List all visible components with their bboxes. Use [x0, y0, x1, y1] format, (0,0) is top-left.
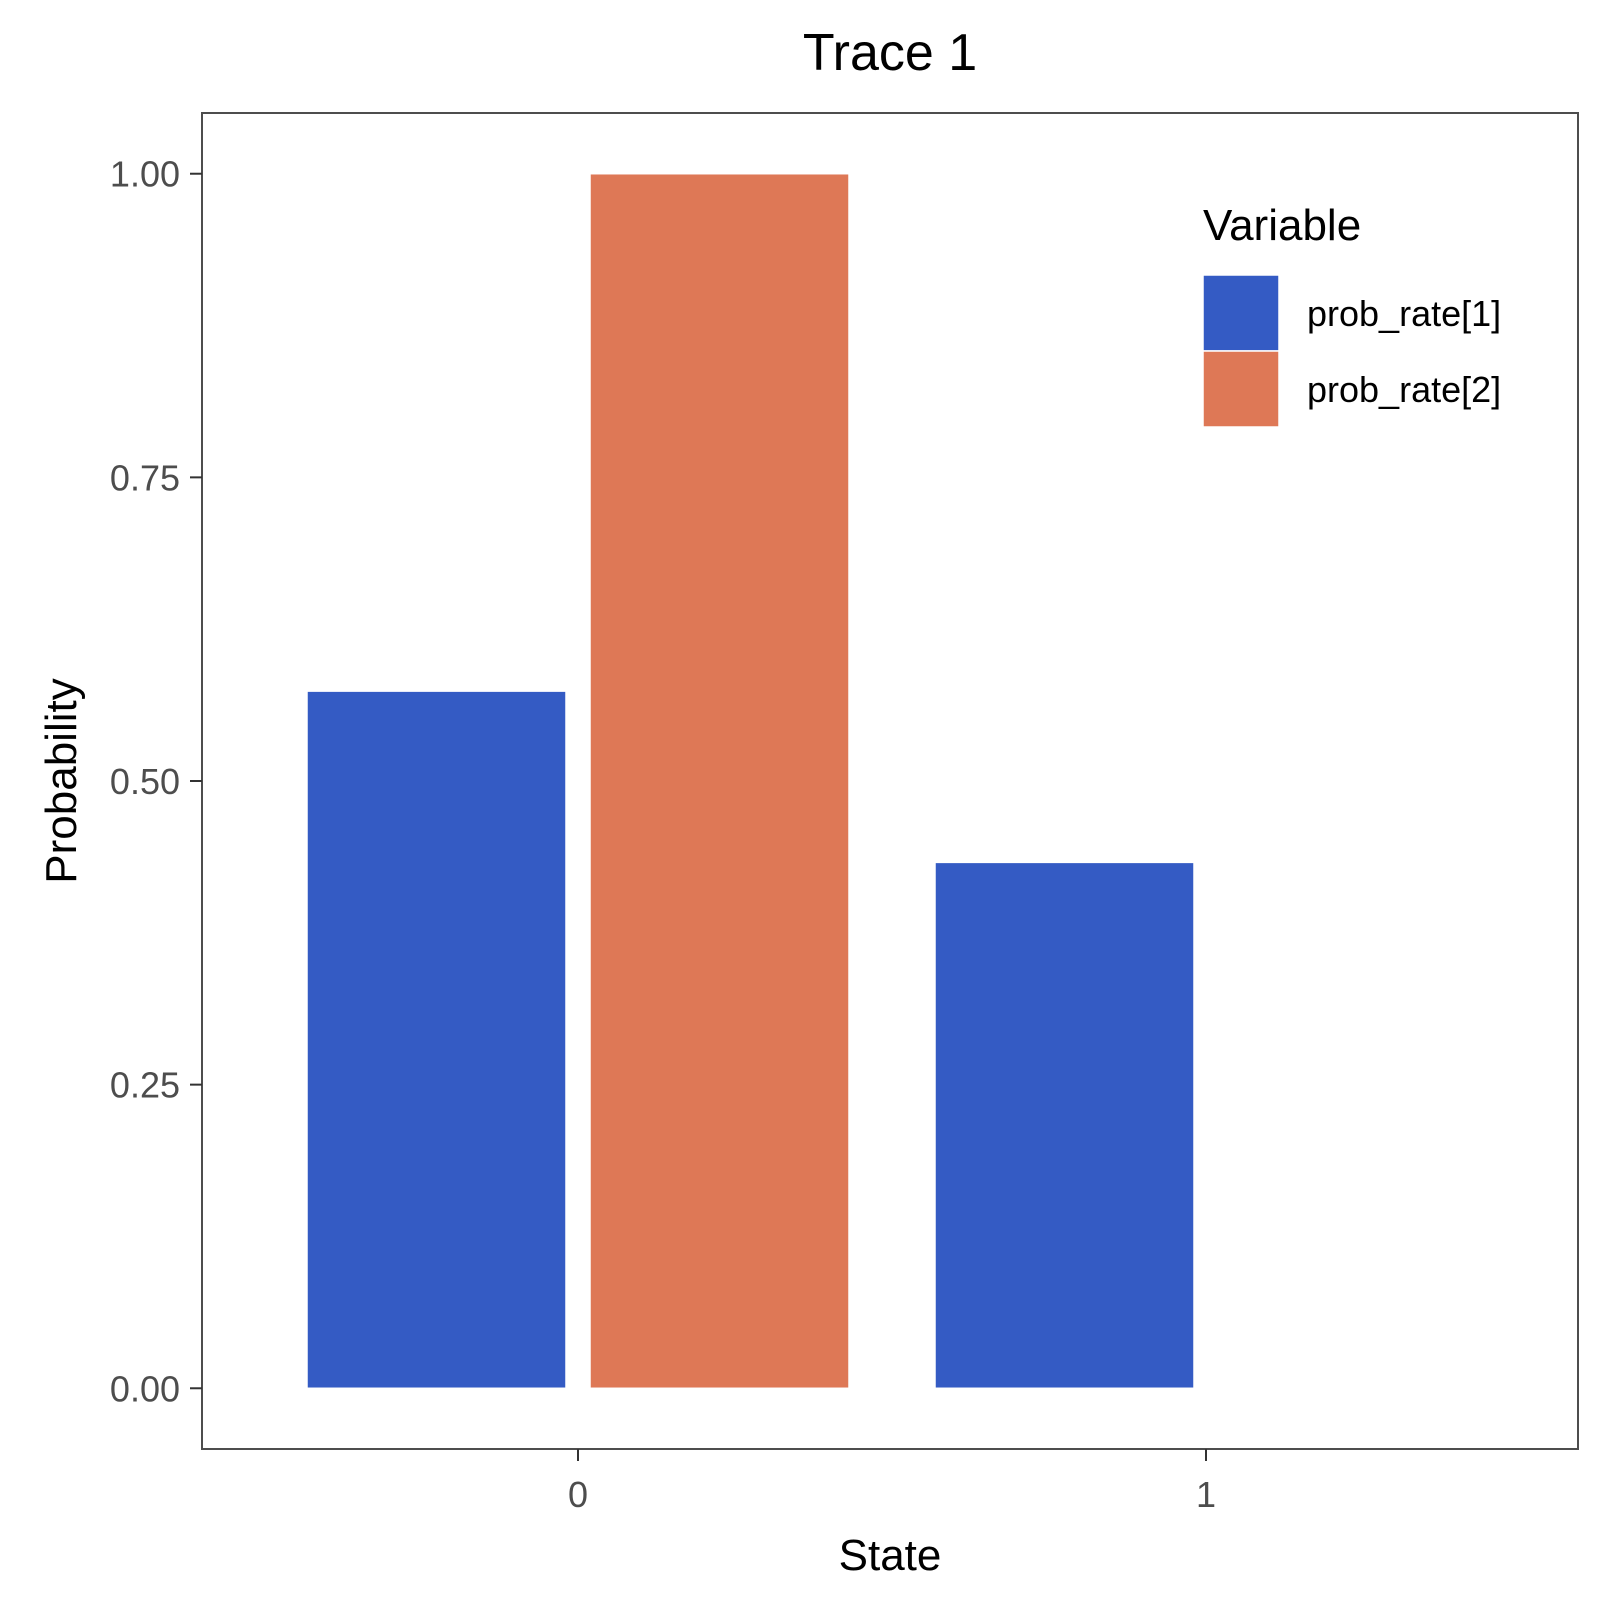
legend-title: Variable — [1203, 201, 1361, 250]
y-tick-label: 0.00 — [110, 1368, 180, 1409]
bar-prob-rate-2-state-0 — [589, 172, 850, 1390]
bar-prob-rate-1-state-0 — [306, 690, 567, 1390]
legend: Variable prob_rate[1] prob_rate[2] — [1202, 201, 1501, 428]
plot-panel — [201, 112, 1579, 1450]
x-tick-label: 0 — [568, 1474, 588, 1515]
y-tick-label: 0.25 — [110, 1065, 180, 1106]
bar-prob-rate-1-state-1 — [934, 861, 1195, 1390]
y-axis-title: Probability — [37, 678, 86, 883]
legend-key-2 — [1202, 350, 1280, 428]
x-tick-label: 1 — [1196, 1474, 1216, 1515]
x-axis-title: State — [839, 1531, 942, 1580]
y-axis: 0.00 0.25 0.50 0.75 1.00 — [110, 154, 202, 1409]
chart-title: Trace 1 — [803, 24, 977, 82]
legend-label-2: prob_rate[2] — [1307, 369, 1501, 410]
y-tick-label: 0.75 — [110, 457, 180, 498]
legend-key-1 — [1202, 274, 1280, 352]
legend-items: prob_rate[1] prob_rate[2] — [1202, 274, 1501, 428]
y-tick-label: 1.00 — [110, 154, 180, 195]
y-tick-label: 0.50 — [110, 761, 180, 802]
legend-label-1: prob_rate[1] — [1307, 293, 1501, 334]
bars-layer — [306, 172, 1195, 1390]
